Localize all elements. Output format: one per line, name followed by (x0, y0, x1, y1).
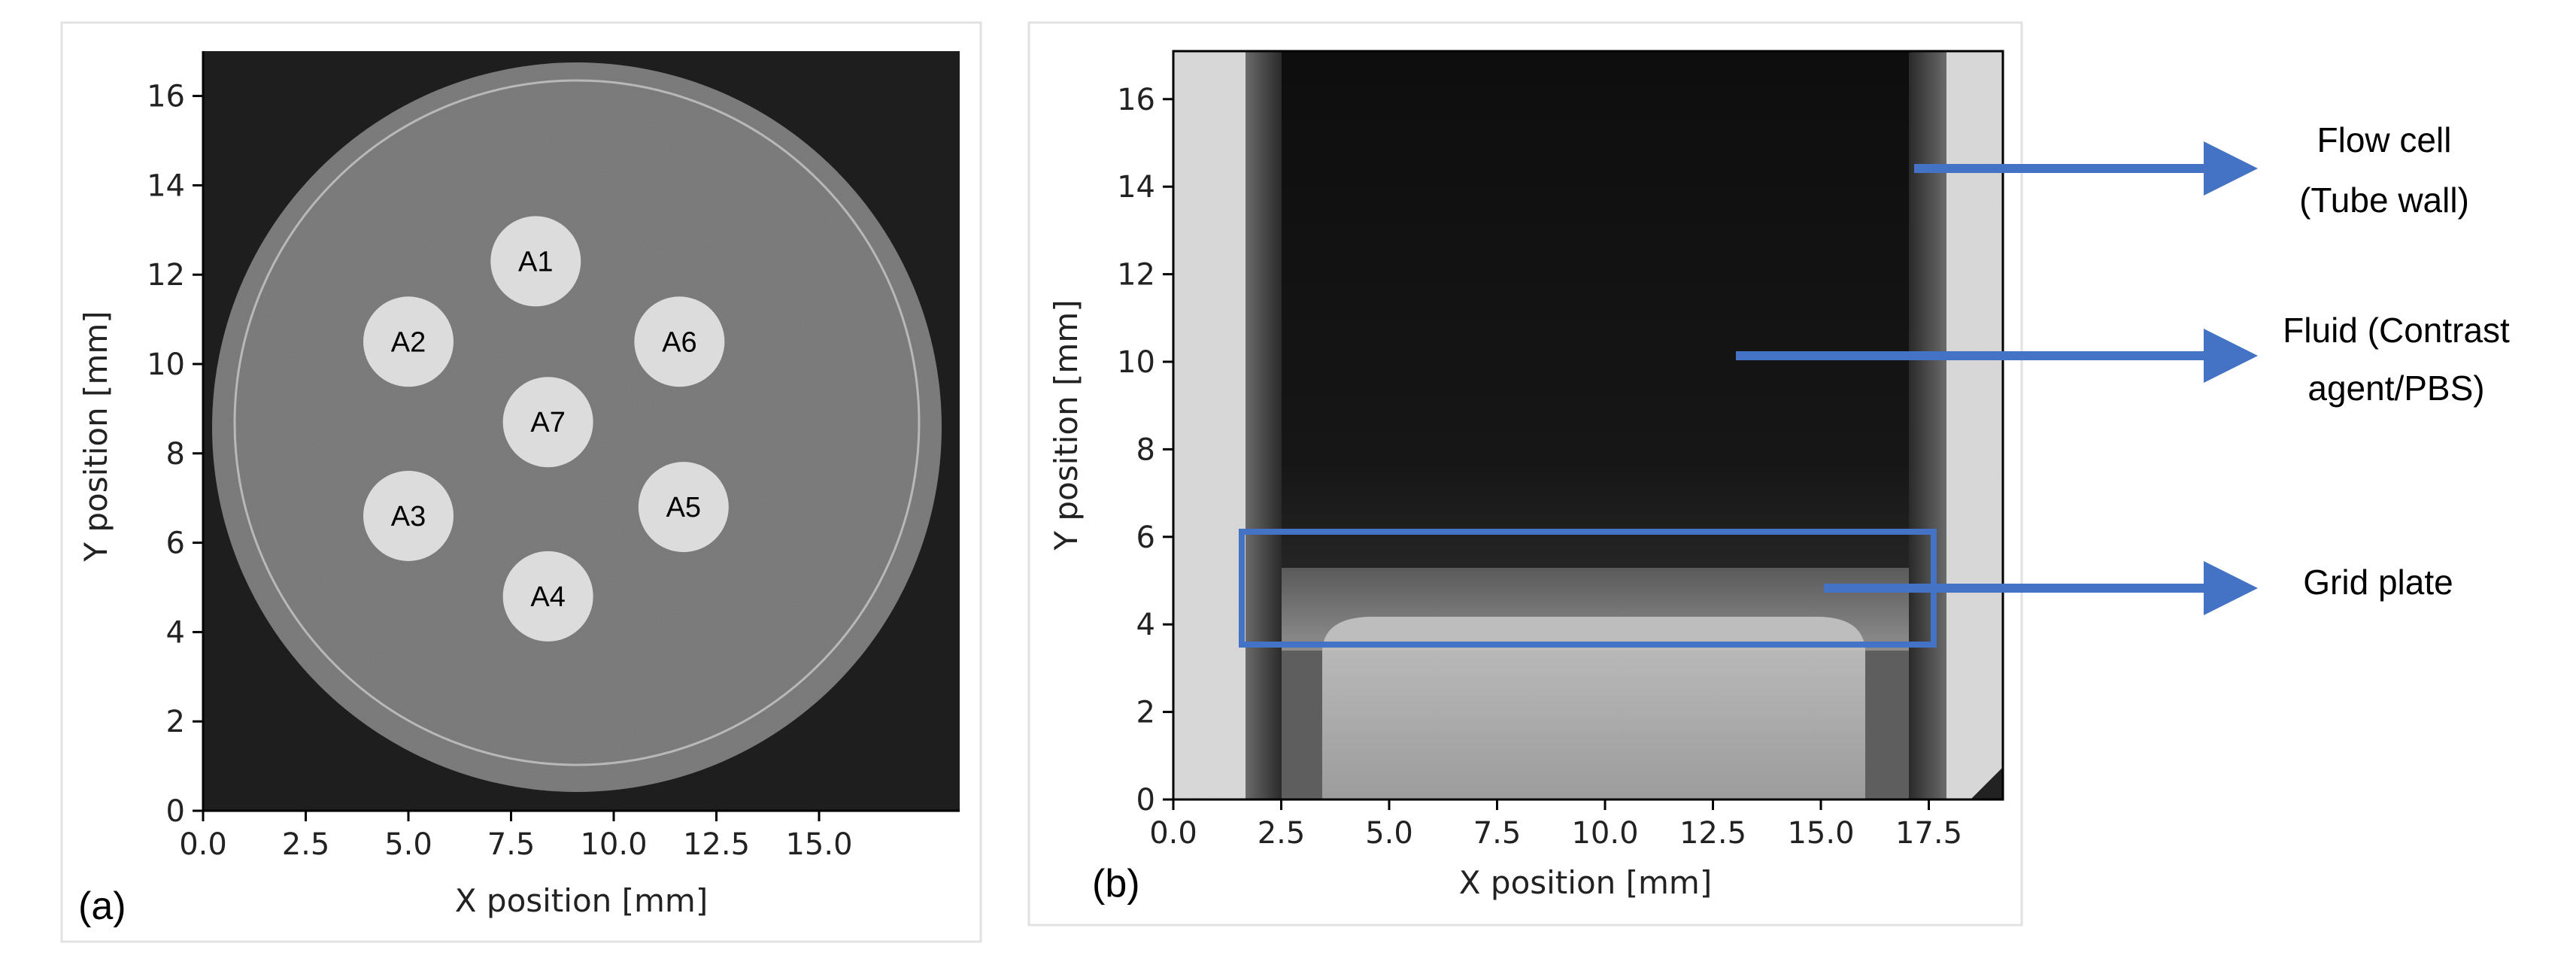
panel-a-ytick-label: 16 (147, 80, 185, 114)
panel-a-label: (a) (78, 884, 126, 928)
panel-b-label: (b) (1092, 862, 1140, 906)
panel-b-xtick-label: 5.0 (1365, 816, 1413, 851)
panel-a-xtick-label: 2.5 (282, 827, 330, 862)
insert-label: A4 (530, 581, 565, 613)
panel-b-ytick-label: 2 (1136, 696, 1155, 730)
insert-a7: A7 (502, 377, 593, 468)
panel-b-ytick-label: 0 (1136, 783, 1155, 818)
panel-b-xtick-label: 7.5 (1473, 816, 1522, 851)
panel-a-ytick-label: 6 (166, 526, 185, 561)
panel-b-xtick-label: 10.0 (1571, 816, 1638, 851)
insert-disc (502, 377, 593, 468)
panel-b-xtick-label: 12.5 (1679, 816, 1746, 851)
insert-a6: A6 (634, 296, 725, 387)
panel-b-xtick-label: 0.0 (1149, 816, 1197, 851)
panel-a-ylabel: Y position [mm] (77, 311, 114, 562)
panel-a-ytick-label: 0 (166, 794, 185, 829)
panel-a-xtick-label: 0.0 (179, 827, 227, 862)
insert-disc (490, 216, 581, 307)
insert-a5: A5 (638, 462, 729, 553)
insert-disc (502, 551, 593, 642)
insert-label: A7 (530, 407, 565, 438)
panel-b-image (1173, 51, 2003, 799)
insert-label: A3 (391, 501, 426, 532)
panel-b-ytick-label: 8 (1136, 432, 1155, 467)
panel-b-x-ticks: 0.0 2.5 5.0 7.5 10.0 12.5 15.0 17.5 (1149, 799, 1962, 851)
panel-b-y-ticks: 0 2 4 6 8 10 12 14 16 (1117, 83, 1173, 818)
panel-b-ytick-label: 16 (1117, 83, 1155, 117)
panel-a-ytick-label: 10 (147, 347, 185, 382)
fluid-label-line2: agent/PBS) (2307, 369, 2484, 408)
panel-a-x-ticks: 0.0 2.5 5.0 7.5 10.0 12.5 15.0 (179, 811, 853, 862)
panel-b-xtick-label: 17.5 (1895, 816, 1962, 851)
panel-b-ytick-label: 6 (1136, 520, 1155, 555)
insert-label: A1 (518, 246, 553, 278)
panel-b-xtick-label: 2.5 (1258, 816, 1306, 851)
panel-b-ylabel: Y position [mm] (1048, 299, 1085, 551)
panel-b-ytick-label: 14 (1117, 170, 1155, 205)
panel-a-ytick-label: 2 (166, 705, 185, 739)
panel-a-xtick-label: 5.0 (384, 827, 432, 862)
insert-disc (638, 462, 729, 553)
panel-b-xtick-label: 15.0 (1787, 816, 1854, 851)
panel-a-xtick-label: 7.5 (487, 827, 536, 862)
panel-b-ytick-label: 12 (1117, 258, 1155, 293)
insert-label: A2 (391, 326, 426, 358)
panel-a-y-ticks: 0 2 4 6 8 10 12 14 16 (147, 80, 203, 829)
panel-b-ytick-label: 4 (1136, 608, 1155, 642)
panel-a-inserts: A1 A2 A6 A7 A3 A5 A4 (363, 216, 729, 642)
flow-cell-label-line2: (Tube wall) (2299, 181, 2469, 220)
panel-a-xtick-label: 12.5 (683, 827, 750, 862)
insert-disc (363, 296, 454, 387)
insert-a2: A2 (363, 296, 454, 387)
insert-a1: A1 (490, 216, 581, 307)
insert-disc (634, 296, 725, 387)
panel-b-ytick-label: 10 (1117, 345, 1155, 380)
fluid-label-line1: Fluid (Contrast (2283, 311, 2510, 350)
insert-label: A5 (666, 492, 701, 523)
grid-plate-label: Grid plate (2303, 563, 2453, 602)
panel-a-ytick-label: 12 (147, 258, 185, 293)
panel-a-xlabel: X position [mm] (455, 882, 708, 919)
panel-b-axes (1172, 50, 2004, 801)
panel-a-ytick-label: 8 (166, 437, 185, 472)
insert-a4: A4 (502, 551, 593, 642)
panel-b-xlabel: X position [mm] (1459, 864, 1712, 901)
insert-label: A6 (662, 326, 696, 358)
panel-a-xtick-label: 10.0 (580, 827, 647, 862)
insert-a3: A3 (363, 470, 454, 561)
panel-a-axes (202, 51, 960, 812)
panel-a-xtick-label: 15.0 (785, 827, 852, 862)
insert-disc (363, 470, 454, 561)
flow-cell-label-line1: Flow cell (2317, 120, 2452, 159)
panel-a-ytick-label: 14 (147, 168, 185, 203)
panel-a-ytick-label: 4 (166, 615, 185, 650)
